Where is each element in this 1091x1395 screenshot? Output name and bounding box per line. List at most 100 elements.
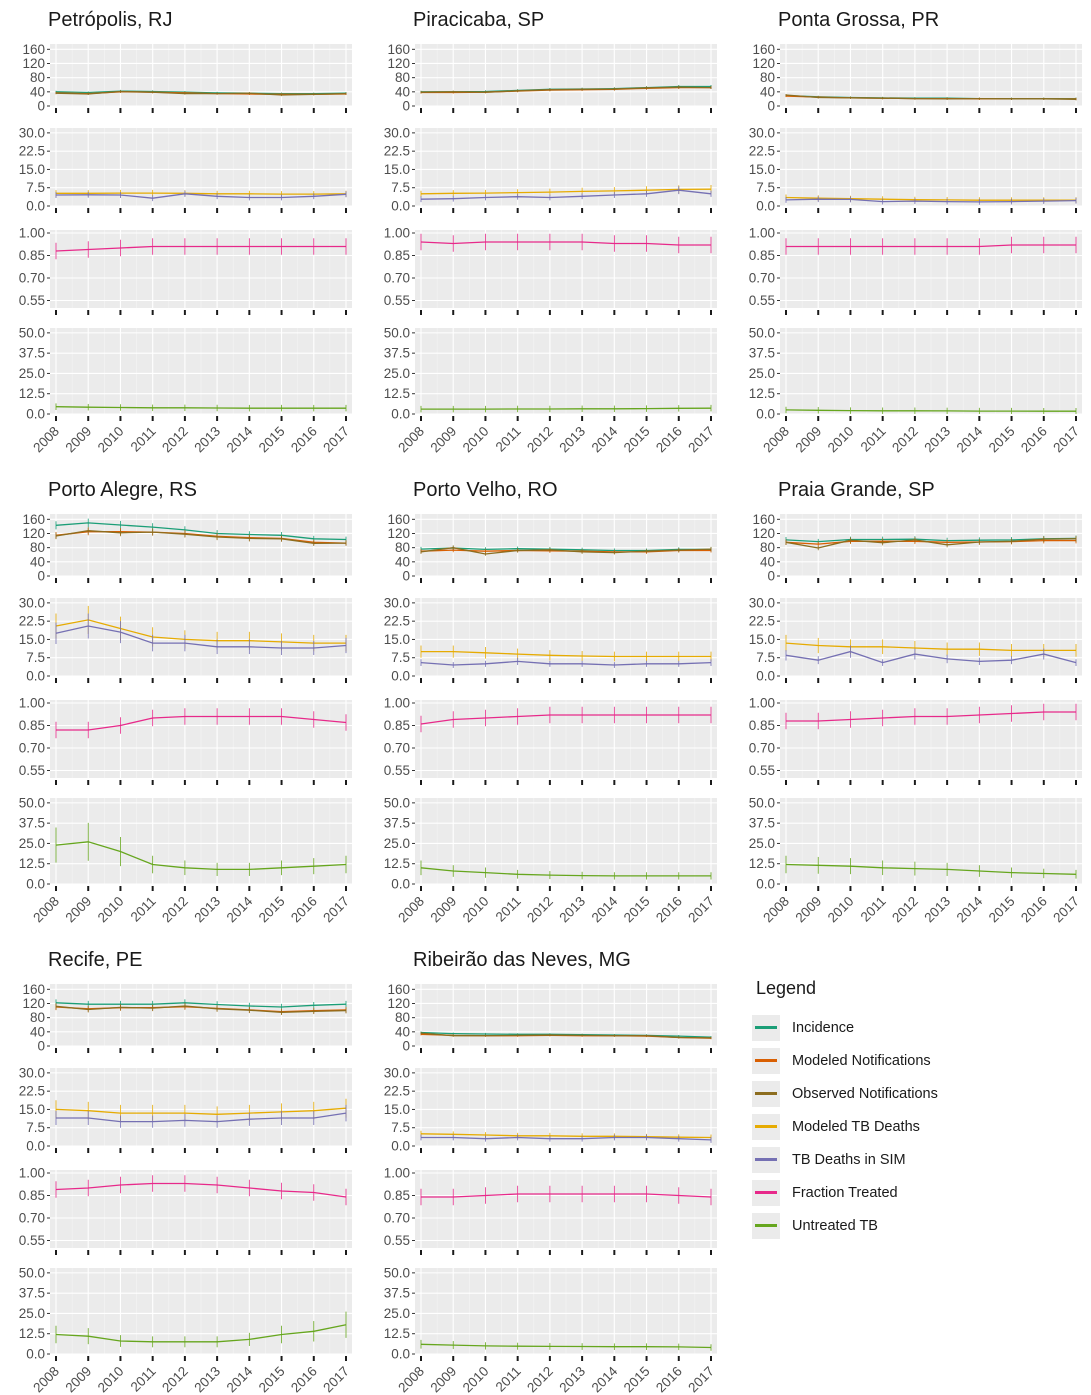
- y-tick-label: 7.5: [391, 650, 410, 665]
- series-line-untreated-tb: [785, 863, 1077, 875]
- y-tick-label: 40: [395, 1024, 410, 1039]
- x-tick-label: 2010: [825, 894, 857, 926]
- x-tick-label: 2013: [191, 1364, 223, 1395]
- legend-key: [752, 1113, 780, 1140]
- y-tick-label: 0.70: [19, 1211, 45, 1226]
- legend-item: Observed Notifications: [752, 1077, 1052, 1110]
- series-line-observed-notifications: [785, 538, 1077, 549]
- x-tick-label: 2009: [792, 894, 824, 926]
- y-tick-label: 1.00: [19, 226, 45, 241]
- legend-swatch: [755, 1059, 777, 1062]
- series-line-modeled-tb-deaths: [421, 650, 711, 658]
- y-tick-label: 80: [30, 540, 45, 555]
- y-tick-label: 0.85: [19, 1188, 45, 1203]
- x-tick-label: 2017: [320, 424, 352, 456]
- x-tick-label: 2011: [128, 1364, 159, 1395]
- x-tick-label: 2013: [921, 894, 953, 926]
- y-tick-label: 0.0: [756, 407, 775, 422]
- series-line-observed-notifications: [55, 530, 347, 545]
- y-tick-label: 15.0: [19, 1102, 45, 1117]
- x-tick-label: 2008: [395, 894, 427, 926]
- x-tick-label: 2008: [30, 1364, 62, 1395]
- series-line-incidence: [420, 547, 711, 552]
- y-tick-label: 0.0: [26, 1139, 45, 1154]
- y-tick-label: 15.0: [384, 162, 410, 177]
- y-tick-label: 0.55: [384, 293, 410, 308]
- y-tick-label: 160: [387, 982, 410, 997]
- y-tick-label: 0.55: [384, 763, 410, 778]
- x-tick-label: 2008: [395, 1364, 427, 1395]
- y-tick-label: 0.0: [391, 407, 410, 422]
- series-line-untreated-tb: [55, 841, 347, 871]
- y-tick-label: 12.5: [749, 386, 775, 401]
- x-tick-label: 2012: [889, 894, 921, 926]
- legend-swatch: [755, 1158, 777, 1161]
- city-title: Ponta Grossa, PR: [778, 9, 939, 31]
- series-line-modeled-tb-deaths: [55, 1107, 347, 1115]
- series-line-untreated-tb: [55, 406, 346, 409]
- y-tick-label: 22.5: [384, 144, 410, 159]
- series-line-modeled-tb-deaths: [420, 188, 712, 195]
- x-tick-label: 2017: [685, 424, 717, 456]
- y-tick-label: 30.0: [384, 1065, 410, 1080]
- x-tick-label: 2013: [921, 424, 953, 456]
- y-tick-label: 22.5: [384, 614, 410, 629]
- y-tick-label: 0.55: [749, 293, 775, 308]
- legend-item: Modeled TB Deaths: [752, 1110, 1052, 1143]
- legend-item: Fraction Treated: [752, 1176, 1052, 1209]
- legend-title: Legend: [756, 978, 817, 998]
- x-tick-label: 2010: [95, 1364, 127, 1395]
- x-tick-label: 2008: [30, 424, 62, 456]
- legend-swatch: [755, 1125, 777, 1128]
- legend-swatch: [755, 1092, 777, 1095]
- y-tick-label: 0: [402, 99, 410, 114]
- city-title: Porto Velho, RO: [413, 479, 558, 501]
- y-tick-label: 0.70: [384, 1211, 410, 1226]
- series-line-fraction-treated: [421, 1193, 712, 1198]
- series-line-tb-deaths-sim: [421, 1136, 712, 1141]
- y-tick-label: 15.0: [19, 632, 45, 647]
- series-line-tb-deaths-sim: [785, 198, 1077, 203]
- y-tick-label: 37.5: [19, 1286, 45, 1301]
- y-tick-label: 30.0: [749, 125, 775, 140]
- y-tick-label: 0.0: [26, 877, 45, 892]
- y-tick-label: 22.5: [19, 1084, 45, 1099]
- y-tick-label: 40: [395, 84, 410, 99]
- city-title: Recife, PE: [48, 949, 142, 971]
- y-tick-label: 25.0: [19, 366, 45, 381]
- x-tick-label: 2016: [653, 1364, 685, 1395]
- x-tick-label: 2010: [460, 1364, 492, 1395]
- y-tick-label: 25.0: [749, 836, 775, 851]
- legend: Legend Incidence Modeled Notifications Obs…: [752, 978, 1052, 1242]
- y-tick-label: 25.0: [19, 1306, 45, 1321]
- y-tick-label: 25.0: [384, 836, 410, 851]
- y-tick-label: 22.5: [19, 144, 45, 159]
- x-tick-label: 2009: [62, 424, 94, 456]
- x-tick-label: 2012: [159, 1364, 191, 1395]
- x-tick-label: 2014: [224, 893, 256, 925]
- y-tick-label: 0.85: [384, 718, 410, 733]
- y-tick-label: 160: [387, 512, 410, 527]
- y-tick-label: 120: [752, 56, 775, 71]
- y-tick-label: 160: [752, 512, 775, 527]
- x-tick-label: 2008: [395, 424, 427, 456]
- x-tick-label: 2010: [95, 424, 127, 456]
- city-title: Porto Alegre, RS: [48, 479, 197, 501]
- y-tick-label: 7.5: [26, 1120, 45, 1135]
- y-tick-label: 30.0: [19, 1065, 45, 1080]
- y-tick-label: 15.0: [749, 162, 775, 177]
- x-tick-label: 2009: [62, 894, 94, 926]
- y-tick-label: 25.0: [19, 836, 45, 851]
- x-tick-label: 2011: [858, 894, 889, 925]
- x-tick-label: 2015: [256, 424, 288, 456]
- y-tick-label: 40: [760, 84, 775, 99]
- series-line-untreated-tb: [785, 409, 1076, 412]
- y-tick-label: 0.70: [19, 271, 45, 286]
- y-tick-label: 0.85: [19, 248, 45, 263]
- y-tick-label: 80: [30, 70, 45, 85]
- x-tick-label: 2011: [493, 1364, 524, 1395]
- x-tick-label: 2014: [224, 1363, 256, 1395]
- legend-label: Modeled Notifications: [792, 1052, 931, 1069]
